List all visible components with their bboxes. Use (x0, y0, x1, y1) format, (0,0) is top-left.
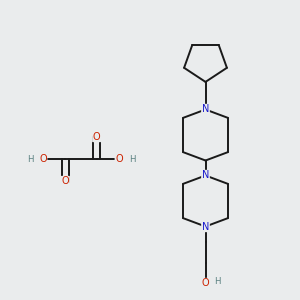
Text: N: N (202, 170, 209, 181)
Text: H: H (214, 277, 220, 286)
Text: N: N (202, 104, 209, 115)
Text: O: O (202, 278, 209, 289)
Text: O: O (39, 154, 47, 164)
Text: N: N (202, 221, 209, 232)
Text: O: O (115, 154, 123, 164)
Text: H: H (27, 154, 33, 164)
Text: H: H (129, 154, 135, 164)
Text: O: O (61, 176, 69, 187)
Text: O: O (93, 131, 101, 142)
